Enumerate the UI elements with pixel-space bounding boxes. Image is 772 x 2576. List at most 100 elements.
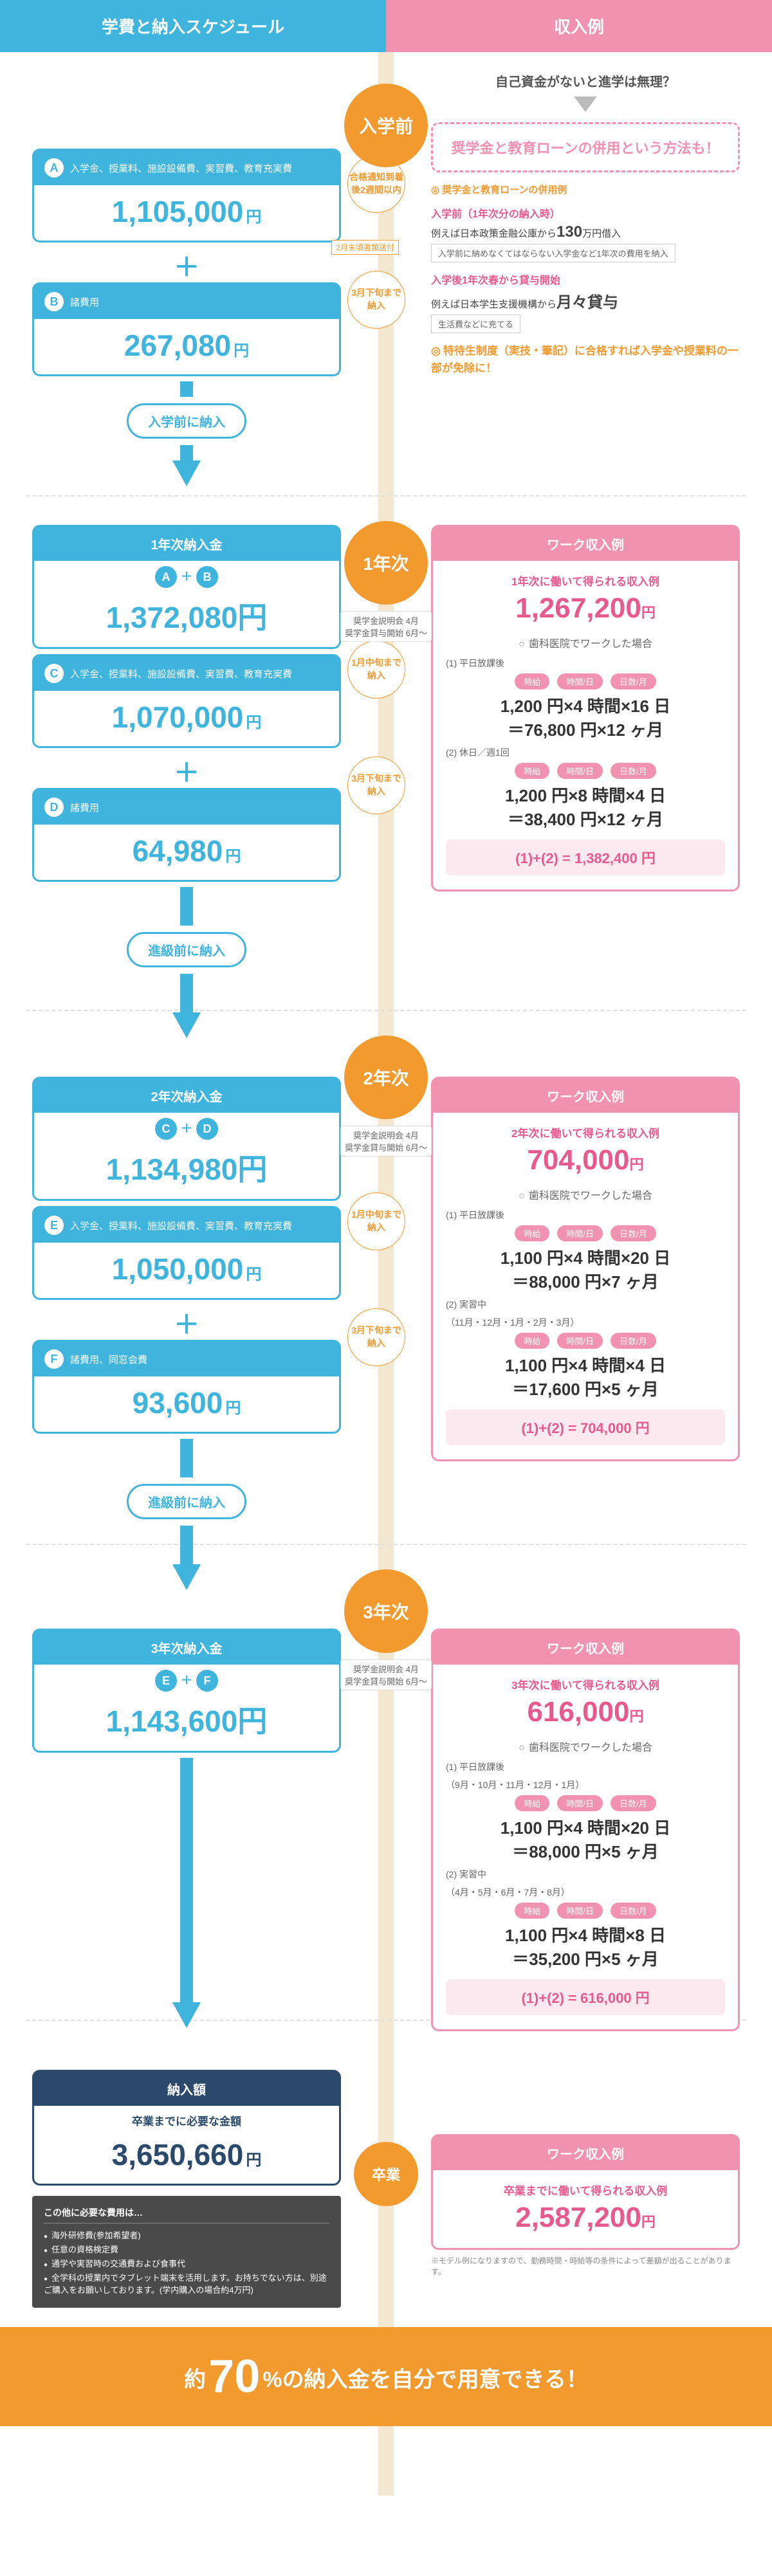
other-item: 海外研修費(参加希望者) <box>44 2229 329 2241</box>
y1-inc-amt: 1,267,200 <box>515 592 641 624</box>
fee-box-y1: 1年次納入金 A＋B 1,372,080円 <box>32 525 341 649</box>
y3-inc-amt: 616,000 <box>527 1696 629 1728</box>
y3c1a: 1,100 円×4 時間×20 日 <box>501 1818 670 1838</box>
y1d2: (2) 休日／週1回 <box>446 746 725 759</box>
stage-badge-grad: 卒業 <box>354 2142 418 2206</box>
total-label: 卒業までに必要な金額 <box>34 2106 339 2128</box>
rbox2: 生活費などに充てる <box>431 315 520 333</box>
pill: 時間/日 <box>557 1225 603 1241</box>
y3c2a: 1,100 円×4 時間×8 日 <box>505 1926 666 1945</box>
pill: 日数/月 <box>611 1333 656 1349</box>
ib-title: ワーク収入例 <box>433 1631 738 1665</box>
y3d2n: （4月・5月・6月・7月・8月） <box>446 1886 725 1899</box>
banner-pre: 約 <box>184 2368 206 2392</box>
rl2b: 月々貸与 <box>556 294 618 311</box>
other-costs: この他に必要な費用は… 海外研修費(参加希望者) 任意の資格検定費 通学や実習時… <box>32 2196 341 2308</box>
pill: 時間/日 <box>557 1903 603 1919</box>
ib-title: ワーク収入例 <box>433 527 738 561</box>
rl1a: 例えば日本政策金融公庫から <box>431 228 556 239</box>
fee-f-amt: 93,600 <box>133 1386 223 1420</box>
annot-y1: 奨学金説明会 4月 奨学金貸与開始 6月～ <box>340 611 432 642</box>
ib-title: ワーク収入例 <box>433 2136 738 2170</box>
y3c2b: ＝35,200 円×5 ヶ月 <box>512 1950 659 1969</box>
bubble-f: 3月下旬まで納入 <box>347 1308 405 1366</box>
letter-c: C <box>44 664 64 683</box>
fee-box-b: B諸費用 267,080円 <box>32 282 341 376</box>
y1c1a: 1,200 円×4 時間×16 日 <box>501 697 670 716</box>
income-box-y3: ワーク収入例 3年次に働いて得られる収入例 616,000円 歯科医院でワークし… <box>431 1629 740 2031</box>
fee-a-label: 入学金、授業料、施設設備費、実習費、教育充実費 <box>70 161 292 175</box>
bottom-banner: 約70%の納入金を自分で用意できる！ <box>0 2327 772 2426</box>
y3-amt: 1,143,600 <box>106 1704 238 1738</box>
rl1c: 万円借入 <box>582 228 621 239</box>
rnote: 特待生制度（実技・筆記）に合格すれば入学金や授業料の一部が免除に！ <box>431 345 739 374</box>
fee-box-f: F諸費用、同窓会費 93,600円 <box>32 1340 341 1434</box>
bubble-c: 1月中旬まで納入 <box>347 641 405 699</box>
y3-sub: 3年次に働いて得られる収入例 <box>446 1676 725 1692</box>
fee-b-amt: 267,080 <box>124 329 231 362</box>
fee-f-label: 諸費用、同窓会費 <box>70 1353 147 1366</box>
fee-d-amt: 64,980 <box>133 834 223 868</box>
total-amt: 3,650,660 <box>112 2138 244 2171</box>
income-box-grad: ワーク収入例 卒業までに働いて得られる収入例 2,587,200円 <box>431 2134 740 2250</box>
y2-title: 2年次納入金 <box>34 1079 339 1113</box>
arrow-y3 <box>172 2002 201 2028</box>
fee-b-label: 諸費用 <box>70 295 99 309</box>
work-at: 歯科医院でワークした場合 <box>446 1187 725 1202</box>
pill: 日数/月 <box>611 1903 656 1919</box>
arrow-y2 <box>172 1564 201 1590</box>
y2c2b: ＝17,600 円×5 ヶ月 <box>512 1380 659 1399</box>
pill: 時給 <box>515 763 549 779</box>
pill: 日数/月 <box>611 1225 656 1241</box>
pill: 日数/月 <box>611 1795 656 1811</box>
fee-box-y2: 2年次納入金 C＋D 1,134,980円 <box>32 1077 341 1201</box>
fee-e-amt: 1,050,000 <box>112 1252 244 1286</box>
income-box-y1: ワーク収入例 1年次に働いて得られる収入例 1,267,200円 歯科医院でワー… <box>431 525 740 891</box>
y1c2a: 1,200 円×8 時間×4 日 <box>505 786 666 805</box>
y3d1: (1) 平日放課後 <box>446 1760 725 1773</box>
rs2: 入学後1年次春から貸与開始 <box>431 271 740 287</box>
other-title: この他に必要な費用は… <box>44 2206 329 2224</box>
fee-box-total: 納入額 卒業までに必要な金額 3,650,660円 <box>32 2070 341 2186</box>
tab-fees: 学費と納入スケジュール <box>0 0 386 52</box>
y3c1b: ＝88,000 円×5 ヶ月 <box>512 1842 659 1861</box>
label-advance-2: 進級前に納入 <box>127 1484 246 1519</box>
rh1: 奨学金と教育ローンの併用例 <box>442 185 567 196</box>
pill: 時間/日 <box>557 763 603 779</box>
y1d1: (1) 平日放課後 <box>446 657 725 670</box>
banner-pctmark: % <box>262 2368 282 2392</box>
annot-y3: 奨学金説明会 4月 奨学金貸与開始 6月～ <box>340 1659 432 1690</box>
fee-e-label: 入学金、授業料、施設設備費、実習費、教育充実費 <box>70 1219 292 1232</box>
tab-income: 収入例 <box>386 0 772 52</box>
y2c2a: 1,100 円×4 時間×4 日 <box>505 1356 666 1375</box>
y2c1b: ＝88,000 円×7 ヶ月 <box>512 1272 659 1292</box>
stage-badge-pre: 入学前 <box>344 84 428 167</box>
arrow-gray <box>574 96 597 112</box>
arrow-pre <box>172 461 201 486</box>
letter-a: A <box>44 158 64 178</box>
work-at: 歯科医院でワークした場合 <box>446 635 725 650</box>
letter-f: F <box>44 1349 64 1369</box>
y2d2n: （11月・12月・1月・2月・3月） <box>446 1316 725 1329</box>
letter-b: B <box>44 292 64 311</box>
grad-sub: 卒業までに働いて得られる収入例 <box>446 2182 725 2198</box>
stage-badge-y1: 1年次 <box>344 521 428 605</box>
label-pre-pay: 入学前に納入 <box>127 403 246 439</box>
y2d1: (1) 平日放課後 <box>446 1209 725 1221</box>
fee-box-d: D諸費用 64,980円 <box>32 788 341 882</box>
pill: 時間/日 <box>557 1795 603 1811</box>
y3d1n: （9月・10月・11月・12月・1月） <box>446 1778 725 1791</box>
y2-total: (1)+(2) = 704,000 円 <box>521 1420 649 1436</box>
banner-post: の納入金を自分で用意できる！ <box>282 2368 588 2392</box>
y2-sub: 2年次に働いて得られる収入例 <box>446 1124 725 1140</box>
fee-a-amt: 1,105,000 <box>112 195 244 228</box>
fee-c-amt: 1,070,000 <box>112 700 244 734</box>
letter-d: D <box>44 798 64 817</box>
annot-y2: 奨学金説明会 4月 奨学金貸与開始 6月～ <box>340 1126 432 1156</box>
pill: 時給 <box>515 1225 549 1241</box>
y1-title: 1年次納入金 <box>34 527 339 561</box>
y1c2b: ＝38,400 円×12 ヶ月 <box>508 810 663 829</box>
fee-box-e: E入学金、授業料、施設設備費、実習費、教育充実費 1,050,000円 <box>32 1206 341 1300</box>
income-box-y2: ワーク収入例 2年次に働いて得られる収入例 704,000円 歯科医院でワークし… <box>431 1077 740 1461</box>
pill: 時給 <box>515 1903 549 1919</box>
